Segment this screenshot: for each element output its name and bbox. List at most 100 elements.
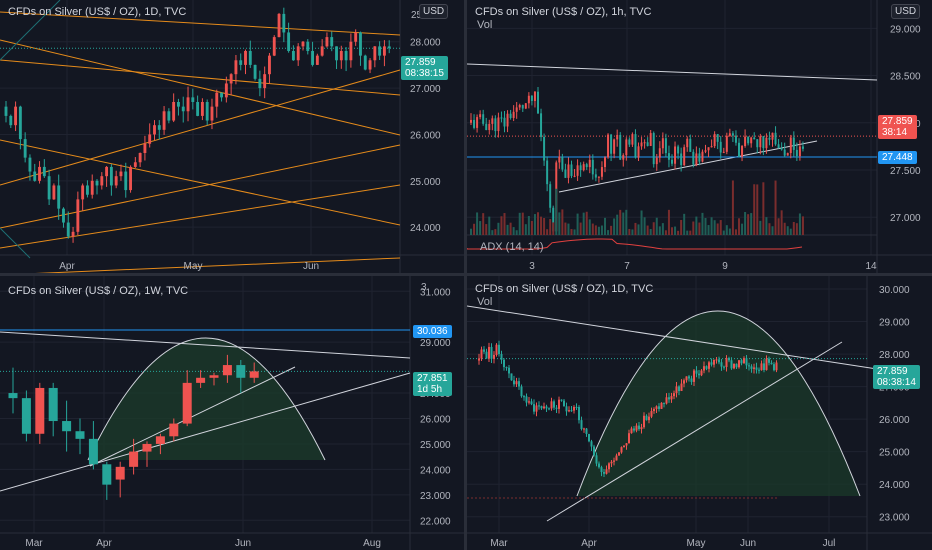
daily-candle-body bbox=[623, 445, 625, 448]
symbol-title[interactable]: CFDs on Silver (US$ / OZ), 1D, TVC bbox=[475, 283, 654, 295]
daily-candle-body bbox=[558, 399, 560, 409]
volume-bar bbox=[768, 223, 771, 235]
daily-candle-body bbox=[695, 370, 698, 374]
price-axis-label: 25.000 bbox=[420, 440, 451, 451]
currency-label[interactable]: USD bbox=[891, 4, 921, 19]
volume-bar bbox=[549, 219, 552, 235]
volume-bar bbox=[491, 230, 494, 235]
hourly-candle-body bbox=[549, 184, 552, 208]
hourly-candle-body bbox=[552, 207, 555, 232]
daily-candle-body bbox=[148, 134, 152, 144]
currency-label[interactable]: USD bbox=[419, 4, 449, 19]
daily-candle-body bbox=[585, 428, 588, 434]
volume-bar bbox=[671, 227, 673, 235]
daily-candle-body bbox=[550, 401, 553, 409]
price-axis-label-cut: 3 bbox=[421, 282, 427, 293]
daily-candle-body bbox=[745, 358, 748, 366]
volume-bar bbox=[658, 226, 661, 235]
hourly-candle-body bbox=[491, 118, 494, 124]
hourly-candle-body bbox=[756, 139, 759, 148]
volume-bar bbox=[473, 223, 476, 235]
volume-bar bbox=[588, 219, 591, 235]
hourly-candle-body bbox=[585, 164, 588, 168]
support-trend-line bbox=[558, 140, 818, 193]
volume-bar bbox=[561, 209, 564, 235]
symbol-title[interactable]: CFDs on Silver (US$ / OZ), 1D, TVC bbox=[8, 6, 187, 18]
volume-bar bbox=[677, 230, 680, 235]
hourly-candle-body bbox=[610, 134, 613, 154]
countdown: 08:38:15 bbox=[405, 68, 444, 79]
daily-candle-body bbox=[728, 358, 730, 361]
daily-candle-body bbox=[515, 381, 518, 385]
volume-bar bbox=[744, 211, 747, 235]
hourly-candle-body bbox=[616, 134, 619, 140]
adx-indicator-label[interactable]: ADX (14, 14) bbox=[480, 241, 544, 253]
hourly-candle-body bbox=[625, 139, 628, 156]
daily-candle-body bbox=[181, 106, 185, 112]
volume-bar bbox=[591, 223, 594, 235]
chart-canvas-daily-cup[interactable]: 30.00029.00027.00026.00025.00024.00023.0… bbox=[467, 276, 932, 550]
volume-bar bbox=[765, 217, 768, 235]
symbol-title[interactable]: CFDs on Silver (US$ / OZ), 1h, TVC bbox=[475, 6, 652, 18]
support-trend-line bbox=[546, 341, 843, 522]
hourly-candle-body bbox=[704, 150, 707, 152]
volume-bar bbox=[521, 212, 524, 235]
volume-bar bbox=[643, 217, 646, 235]
chart-canvas-daily[interactable]: 28.000 27.000 26.000 25.000 24.000 25 Apr May Ju… bbox=[0, 0, 464, 273]
volume-bar bbox=[527, 216, 530, 235]
teal-trend-line bbox=[0, 0, 61, 61]
daily-candle-body bbox=[703, 366, 705, 371]
volume-bar bbox=[747, 214, 750, 235]
chart-panel-daily-cup[interactable]: 30.00029.00027.00026.00025.00024.00023.0… bbox=[467, 276, 932, 550]
daily-candle-body bbox=[268, 55, 271, 75]
cup-pattern-arc bbox=[576, 310, 861, 497]
adx-line bbox=[467, 238, 803, 250]
countdown: 1d 5h bbox=[417, 384, 443, 395]
panel-divider-horizontal[interactable] bbox=[0, 273, 932, 276]
volume-bar bbox=[512, 227, 515, 235]
volume-bar bbox=[661, 223, 664, 235]
hourly-candle-body bbox=[613, 139, 616, 154]
volume-bar bbox=[628, 228, 631, 235]
hourly-candle-body bbox=[725, 135, 728, 152]
hourly-candle-body bbox=[503, 117, 506, 127]
volume-bar bbox=[485, 224, 488, 235]
price-axis-label: 26.000 bbox=[420, 414, 451, 425]
horizontal-line-price-tag: 30.036 bbox=[413, 325, 452, 338]
daily-candle-body bbox=[71, 231, 75, 237]
chart-panel-daily[interactable]: 28.000 27.000 26.000 25.000 24.000 25 Apr May Ju… bbox=[0, 0, 464, 273]
price-axis-label: 29.000 bbox=[879, 318, 910, 329]
daily-candle-body bbox=[660, 402, 663, 409]
chart-canvas-weekly[interactable]: 31.00029.00027.00026.00025.00024.00023.0… bbox=[0, 276, 464, 550]
daily-candle-body bbox=[138, 153, 142, 163]
chart-panel-weekly[interactable]: 31.00029.00027.00026.00025.00024.00023.0… bbox=[0, 276, 464, 550]
daily-candle-body bbox=[650, 411, 653, 417]
daily-candle-body bbox=[47, 176, 51, 200]
daily-candle-body bbox=[373, 46, 377, 61]
last-price-tag: 27.851 1d 5h bbox=[413, 372, 452, 396]
hourly-candle-body bbox=[713, 134, 716, 147]
daily-candle-body bbox=[196, 102, 200, 116]
daily-candle-body bbox=[157, 125, 161, 130]
weekly-candle-body bbox=[249, 371, 259, 378]
volume-bar bbox=[518, 212, 521, 235]
hourly-candle-body bbox=[661, 138, 664, 149]
hourly-candle-body bbox=[591, 159, 594, 175]
daily-candle-body bbox=[229, 74, 233, 84]
symbol-title[interactable]: CFDs on Silver (US$ / OZ), 1W, TVC bbox=[8, 285, 189, 297]
daily-candle-body bbox=[215, 92, 219, 107]
volume-bar bbox=[506, 224, 509, 235]
volume-bar bbox=[722, 230, 725, 235]
weekly-candle-body bbox=[236, 365, 246, 378]
daily-candle-body bbox=[568, 410, 570, 412]
daily-candle-body bbox=[172, 102, 176, 121]
daily-candle-body bbox=[325, 37, 329, 47]
price-axis-label: 24.000 bbox=[410, 223, 441, 234]
hourly-candle-body bbox=[497, 117, 500, 132]
daily-candle-body bbox=[90, 180, 94, 195]
weekly-candle-body bbox=[129, 451, 139, 467]
daily-candle-body bbox=[114, 176, 118, 186]
time-axis-label: 3 bbox=[529, 261, 535, 272]
